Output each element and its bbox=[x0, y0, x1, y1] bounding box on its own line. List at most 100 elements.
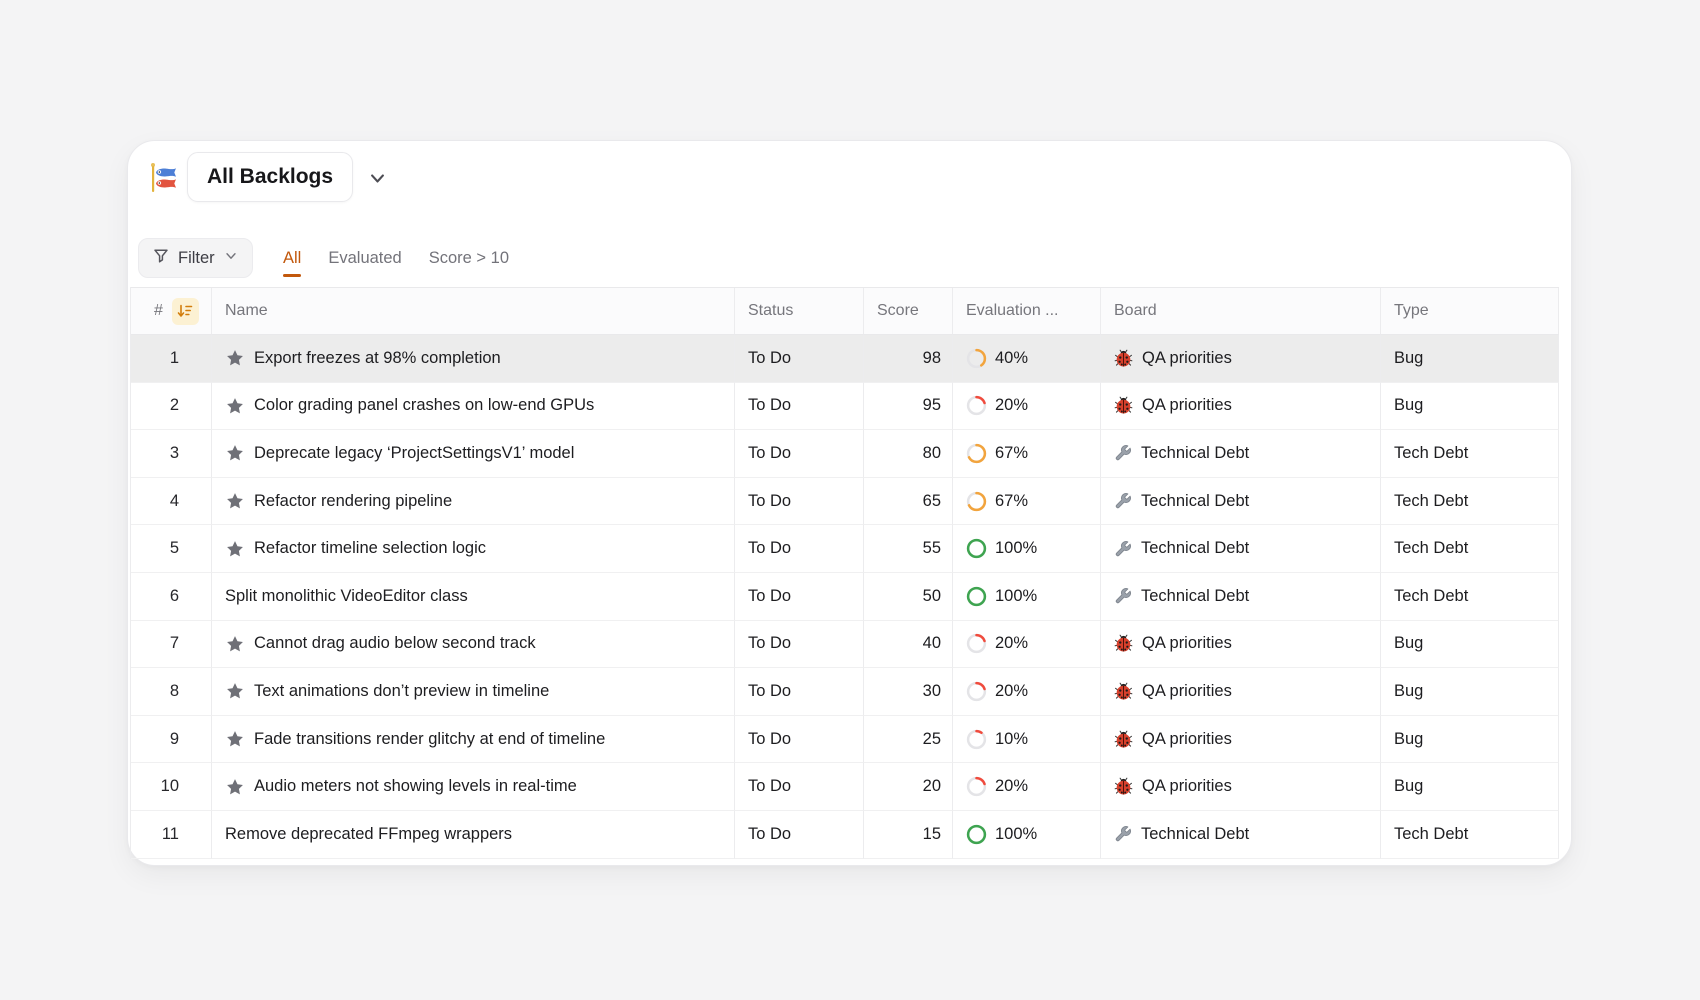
table-row[interactable]: 3 Deprecate legacy ‘ProjectSettingsV1’ mo… bbox=[131, 430, 1559, 478]
task-name-cell[interactable]: Fade transitions render glitchy at end o… bbox=[212, 715, 735, 764]
type-cell[interactable]: Bug bbox=[1381, 382, 1559, 431]
table-row[interactable]: 6 Split monolithic VideoEditor class To Do… bbox=[131, 572, 1559, 621]
score-cell[interactable]: 50 bbox=[864, 572, 953, 621]
evaluation-cell[interactable]: 100% bbox=[953, 810, 1101, 859]
evaluation-cell[interactable]: 67% bbox=[953, 430, 1101, 478]
type-cell[interactable]: Bug bbox=[1381, 763, 1559, 811]
board-cell[interactable]: QA priorities bbox=[1101, 620, 1381, 669]
status-cell[interactable]: To Do bbox=[735, 763, 864, 811]
task-name-cell[interactable]: Refactor timeline selection logic bbox=[212, 525, 735, 573]
type-cell[interactable]: Tech Debt bbox=[1381, 572, 1559, 621]
task-name-cell[interactable]: Text animations don’t preview in timelin… bbox=[212, 668, 735, 716]
title-chevron-down-icon[interactable] bbox=[368, 169, 387, 188]
table-row[interactable]: 10 Audio meters not showing levels in rea… bbox=[131, 763, 1559, 811]
table-row[interactable]: 5 Refactor timeline selection logic To Do 5… bbox=[131, 525, 1559, 573]
star-icon[interactable] bbox=[225, 348, 245, 368]
filter-tab-evaluated[interactable]: Evaluated bbox=[328, 248, 402, 267]
evaluation-cell[interactable]: 20% bbox=[953, 763, 1101, 811]
board-cell[interactable]: QA priorities bbox=[1101, 763, 1381, 811]
score-cell[interactable]: 80 bbox=[864, 430, 953, 478]
task-name-cell[interactable]: Remove deprecated FFmpeg wrappers bbox=[212, 810, 735, 859]
star-icon[interactable] bbox=[225, 539, 245, 559]
board-cell[interactable]: Technical Debt bbox=[1101, 525, 1381, 573]
score-cell[interactable]: 15 bbox=[864, 810, 953, 859]
evaluation-cell[interactable]: 20% bbox=[953, 668, 1101, 716]
table-row[interactable]: 8 Text animations don’t preview in timeli… bbox=[131, 668, 1559, 716]
sort-descending-icon[interactable] bbox=[171, 297, 199, 325]
star-icon[interactable] bbox=[225, 681, 245, 701]
status-cell[interactable]: To Do bbox=[735, 382, 864, 431]
star-icon[interactable] bbox=[225, 396, 245, 416]
star-icon[interactable] bbox=[225, 443, 245, 463]
type-cell[interactable]: Bug bbox=[1381, 335, 1559, 383]
status-cell[interactable]: To Do bbox=[735, 572, 864, 621]
table-row[interactable]: 1 Export freezes at 98% completion To Do 98… bbox=[131, 335, 1559, 383]
score-cell[interactable]: 55 bbox=[864, 525, 953, 573]
type-cell[interactable]: Tech Debt bbox=[1381, 525, 1559, 573]
score-cell[interactable]: 98 bbox=[864, 335, 953, 383]
status-cell[interactable]: To Do bbox=[735, 620, 864, 669]
table-row[interactable]: 4 Refactor rendering pipeline To Do 65 67% Te… bbox=[131, 477, 1559, 526]
type-cell[interactable]: Tech Debt bbox=[1381, 477, 1559, 526]
task-name-cell[interactable]: Refactor rendering pipeline bbox=[212, 477, 735, 526]
type-cell[interactable]: Tech Debt bbox=[1381, 430, 1559, 478]
status-cell[interactable]: To Do bbox=[735, 668, 864, 716]
evaluation-cell[interactable]: 100% bbox=[953, 572, 1101, 621]
score-cell[interactable]: 65 bbox=[864, 477, 953, 526]
status-cell[interactable]: To Do bbox=[735, 335, 864, 383]
column-header--[interactable]: # bbox=[131, 288, 212, 335]
evaluation-cell[interactable]: 20% bbox=[953, 620, 1101, 669]
board-cell[interactable]: QA priorities bbox=[1101, 715, 1381, 764]
score-cell[interactable]: 30 bbox=[864, 668, 953, 716]
board-cell[interactable]: QA priorities bbox=[1101, 668, 1381, 716]
status-cell[interactable]: To Do bbox=[735, 477, 864, 526]
board-cell[interactable]: Technical Debt bbox=[1101, 430, 1381, 478]
star-icon[interactable] bbox=[225, 634, 245, 654]
evaluation-cell[interactable]: 100% bbox=[953, 525, 1101, 573]
status-cell[interactable]: To Do bbox=[735, 430, 864, 478]
task-name-cell[interactable]: Color grading panel crashes on low-end G… bbox=[212, 382, 735, 431]
column-header-score[interactable]: Score bbox=[864, 288, 953, 335]
status-cell[interactable]: To Do bbox=[735, 810, 864, 859]
view-title-button[interactable]: All Backlogs bbox=[187, 152, 354, 202]
task-name-cell[interactable]: Split monolithic VideoEditor class bbox=[212, 572, 735, 621]
star-icon[interactable] bbox=[225, 729, 245, 749]
filter-tab-all[interactable]: All bbox=[283, 248, 302, 277]
type-cell[interactable]: Bug bbox=[1381, 620, 1559, 669]
table-row[interactable]: 11 Remove deprecated FFmpeg wrappers To Do… bbox=[131, 810, 1559, 859]
column-header-board[interactable]: Board bbox=[1101, 288, 1381, 335]
score-cell[interactable]: 25 bbox=[864, 715, 953, 764]
column-header-name[interactable]: Name bbox=[212, 288, 735, 335]
evaluation-cell[interactable]: 20% bbox=[953, 382, 1101, 431]
status-cell[interactable]: To Do bbox=[735, 715, 864, 764]
type-cell[interactable]: Tech Debt bbox=[1381, 810, 1559, 859]
evaluation-cell[interactable]: 10% bbox=[953, 715, 1101, 764]
board-cell[interactable]: Technical Debt bbox=[1101, 572, 1381, 621]
board-cell[interactable]: QA priorities bbox=[1101, 382, 1381, 431]
filter-tab-score-10[interactable]: Score > 10 bbox=[428, 248, 509, 267]
star-icon[interactable] bbox=[225, 777, 245, 797]
task-name-cell[interactable]: Audio meters not showing levels in real-… bbox=[212, 763, 735, 811]
status-cell[interactable]: To Do bbox=[735, 525, 864, 573]
table-row[interactable]: 7 Cannot drag audio below second track To … bbox=[131, 620, 1559, 669]
score-cell[interactable]: 95 bbox=[864, 382, 953, 431]
evaluation-cell[interactable]: 67% bbox=[953, 477, 1101, 526]
type-cell[interactable]: Bug bbox=[1381, 715, 1559, 764]
evaluation-cell[interactable]: 40% bbox=[953, 335, 1101, 383]
column-header-type[interactable]: Type bbox=[1381, 288, 1559, 335]
table-row[interactable]: 2 Color grading panel crashes on low-end … bbox=[131, 382, 1559, 431]
task-name-cell[interactable]: Deprecate legacy ‘ProjectSettingsV1’ mod… bbox=[212, 430, 735, 478]
column-header-evaluation-[interactable]: Evaluation ... bbox=[953, 288, 1101, 335]
star-icon[interactable] bbox=[225, 491, 245, 511]
score-cell[interactable]: 20 bbox=[864, 763, 953, 811]
board-cell[interactable]: QA priorities bbox=[1101, 335, 1381, 383]
board-cell[interactable]: Technical Debt bbox=[1101, 810, 1381, 859]
filter-button[interactable]: Filter bbox=[138, 238, 253, 278]
task-name-cell[interactable]: Export freezes at 98% completion bbox=[212, 335, 735, 383]
table-row[interactable]: 9 Fade transitions render glitchy at end … bbox=[131, 715, 1559, 764]
board-cell[interactable]: Technical Debt bbox=[1101, 477, 1381, 526]
task-name-cell[interactable]: Cannot drag audio below second track bbox=[212, 620, 735, 669]
score-cell[interactable]: 40 bbox=[864, 620, 953, 669]
type-cell[interactable]: Bug bbox=[1381, 668, 1559, 716]
column-header-status[interactable]: Status bbox=[735, 288, 864, 335]
